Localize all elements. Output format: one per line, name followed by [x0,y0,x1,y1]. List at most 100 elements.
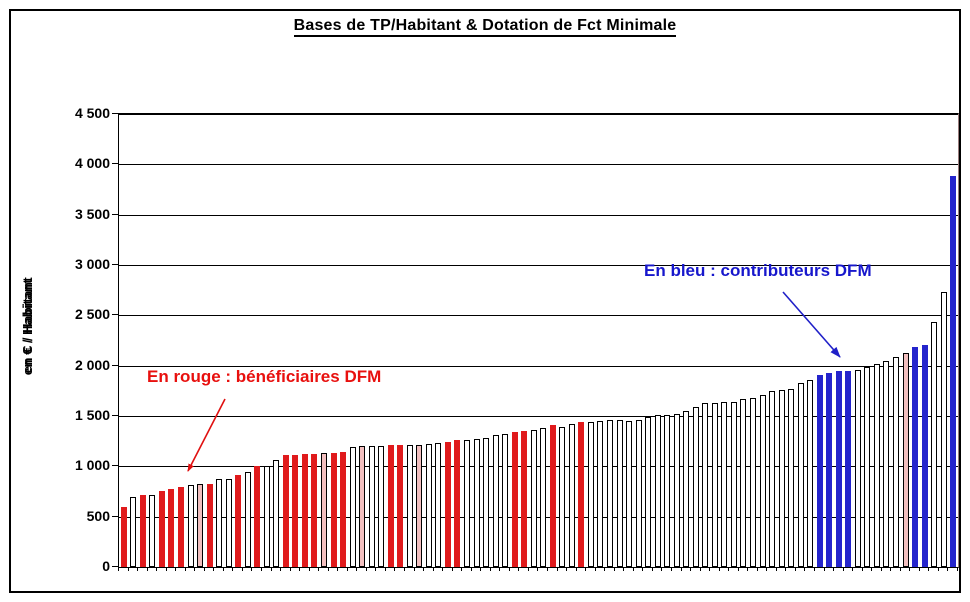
x-tick-mark [423,567,424,571]
x-tick-mark [518,567,519,571]
bar-53 [616,420,623,567]
x-tick-mark [509,567,510,571]
x-tick-mark [681,567,682,571]
x-tick-mark [938,567,939,571]
y-tick-mark [112,314,118,315]
x-tick-mark [843,567,844,571]
x-tick-mark [480,567,481,571]
x-tick-mark [528,567,529,571]
bar-58 [664,415,671,567]
y-tick-label-500: 500 [86,507,110,524]
bar-18 [282,455,289,567]
bar-80 [873,364,880,567]
y-tick-label-3000: 3 000 [74,256,110,272]
bar-73 [807,380,814,567]
x-tick-mark [557,567,558,571]
bar-44 [530,430,537,567]
bar-60 [683,411,690,567]
bar-54 [626,421,633,567]
x-tick-mark [633,567,634,571]
bar-12 [225,479,232,567]
x-tick-mark [776,567,777,571]
bar-47 [559,427,566,567]
bar-6 [168,489,175,567]
bar-81 [883,361,890,567]
x-tick-mark [204,567,205,571]
bar-37 [463,440,470,567]
bar-61 [692,407,699,567]
bar-13 [235,475,242,567]
y-tick-label-4500: 4 500 [74,105,110,121]
x-tick-mark [490,567,491,571]
x-tick-mark [747,567,748,571]
x-tick-mark [852,567,853,571]
x-tick-mark [604,567,605,571]
bar-62 [702,403,709,567]
gridline-3500 [119,214,958,216]
bar-41 [502,434,509,567]
y-tick-label-4000: 4 000 [74,155,110,172]
bar-42 [511,432,518,567]
bar-16 [263,466,270,567]
x-tick-mark [261,567,262,571]
x-tick-mark [824,567,825,571]
bar-4 [149,495,156,567]
bar-40 [492,435,499,567]
x-tick-mark [595,567,596,571]
bar-33 [425,444,432,567]
y-tick-mark [112,415,118,416]
x-tick-mark [366,567,367,571]
x-tick-mark [919,567,920,571]
plot-area [118,113,959,568]
x-tick-mark [394,567,395,571]
x-tick-mark [242,567,243,571]
bar-21 [311,454,318,567]
gridline-2000 [119,365,958,367]
bar-35 [444,442,451,567]
x-tick-mark [652,567,653,571]
x-tick-mark [795,567,796,571]
x-tick-mark [566,567,567,571]
y-tick-mark [112,163,118,164]
bar-34 [435,443,442,567]
bar-19 [292,455,299,567]
chart-title: Bases de TP/Habitant & Dotation de Fct M… [293,17,677,37]
bar-8 [187,485,194,567]
x-tick-mark [661,567,662,571]
bar-55 [635,420,642,567]
bar-10 [206,484,213,567]
bar-45 [540,428,547,567]
x-tick-mark [337,567,338,571]
bar-74 [816,375,823,567]
x-tick-mark [118,567,119,571]
y-tick-mark [112,566,118,567]
bar-20 [301,454,308,567]
x-tick-mark [499,567,500,571]
x-tick-mark [547,567,548,571]
x-tick-mark [290,567,291,571]
x-tick-mark [232,567,233,571]
bar-25 [349,447,356,567]
x-tick-mark [642,567,643,571]
bar-14 [244,472,251,567]
bar-84 [912,347,919,567]
x-tick-mark [471,567,472,571]
bar-49 [578,422,585,567]
x-tick-mark [156,567,157,571]
bar-57 [654,415,661,567]
x-tick-mark [785,567,786,571]
bar-5 [158,491,165,567]
gridline-4500 [119,114,958,115]
x-tick-mark [881,567,882,571]
bar-27 [368,446,375,567]
x-tick-mark [271,567,272,571]
x-tick-mark [175,567,176,571]
x-tick-mark [452,567,453,571]
gridline-2500 [119,315,958,317]
bar-30 [397,445,404,567]
bar-3 [139,495,146,567]
y-tick-mark [112,465,118,466]
bar-71 [788,389,795,567]
x-tick-mark [223,567,224,571]
y-tick-label-1000: 1 000 [74,457,110,474]
